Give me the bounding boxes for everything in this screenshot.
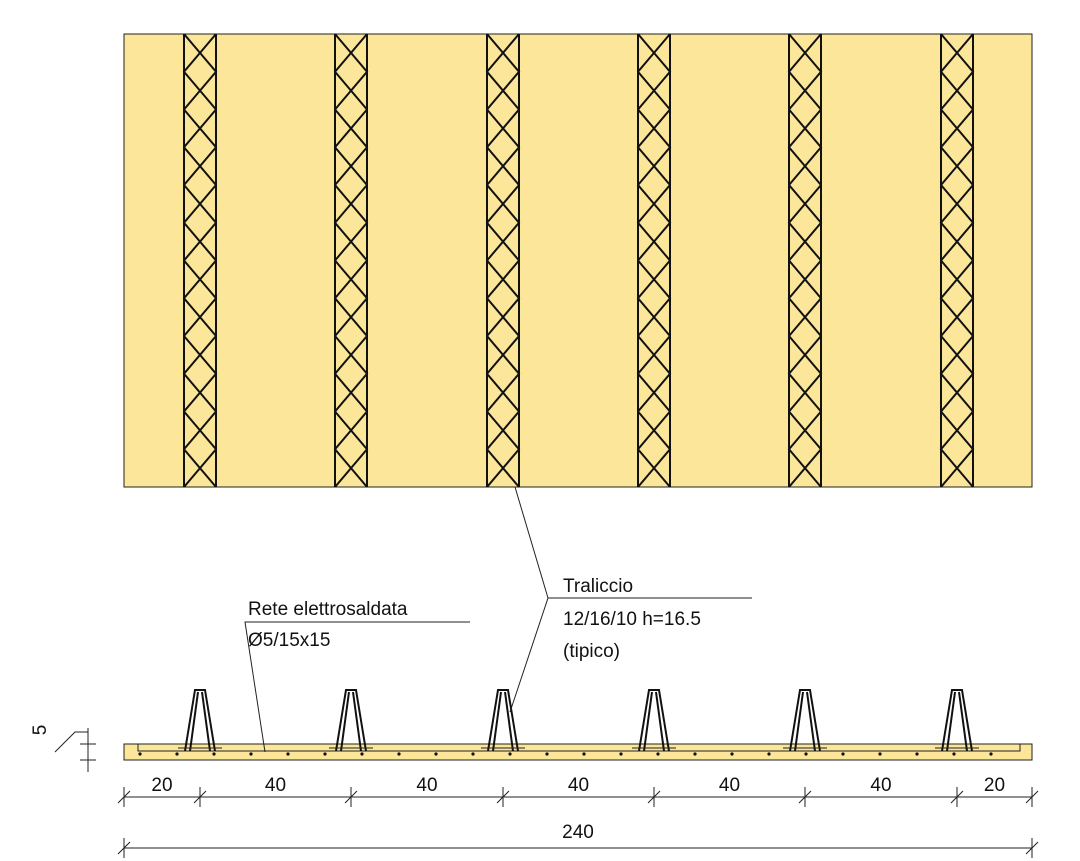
total-label: 240	[562, 822, 594, 843]
slab-plan	[123, 33, 1033, 488]
slab-step	[137, 744, 1021, 752]
truss-title: Traliccio	[563, 576, 633, 597]
slab-section	[123, 743, 1033, 761]
mesh-bar	[138, 752, 142, 756]
truss-note: (tipico)	[563, 641, 620, 662]
dim-label: 40	[265, 775, 286, 796]
mesh-bar	[878, 752, 882, 756]
mesh-bar	[249, 752, 253, 756]
mesh-spec: Ø5/15x15	[248, 630, 330, 651]
dim-tick	[647, 787, 661, 807]
truss-plan	[939, 33, 975, 488]
mesh-bar	[619, 752, 623, 756]
dim-tick	[344, 787, 358, 807]
dim-label: 40	[416, 775, 437, 796]
trusses-section	[138, 689, 993, 756]
thickness-label: 5	[30, 725, 51, 736]
dim-label: 40	[568, 775, 589, 796]
mesh-leader	[244, 621, 470, 753]
mesh-bar	[656, 752, 660, 756]
dim-tick	[798, 787, 812, 807]
dim-label: 20	[151, 775, 172, 796]
truss-section	[941, 689, 973, 752]
dim-tick	[1025, 787, 1039, 807]
mesh-bar	[730, 752, 734, 756]
mesh-bar	[952, 752, 956, 756]
dim-label: 40	[870, 775, 891, 796]
mesh-bar	[804, 752, 808, 756]
mesh-bar	[545, 752, 549, 756]
truss-leader	[509, 486, 752, 713]
dim-tick	[950, 787, 964, 807]
dim-tick	[117, 787, 131, 807]
truss-plan	[333, 33, 369, 488]
truss-section	[789, 689, 821, 752]
truss-plan	[485, 33, 521, 488]
total-dim	[117, 838, 1039, 858]
truss-section	[487, 689, 519, 752]
mesh-bar	[693, 752, 697, 756]
mesh-bar	[360, 752, 364, 756]
mesh-bar	[989, 752, 993, 756]
trusses-plan	[182, 33, 975, 488]
truss-section	[184, 689, 216, 752]
mesh-bar	[286, 752, 290, 756]
truss-plan	[636, 33, 672, 488]
mesh-title: Rete elettrosaldata	[248, 599, 408, 620]
mesh-bar	[767, 752, 771, 756]
mesh-bar	[471, 752, 475, 756]
dim-label: 40	[719, 775, 740, 796]
mesh-bar	[434, 752, 438, 756]
dim-tick	[496, 787, 510, 807]
truss-section	[638, 689, 670, 752]
mesh-bar	[397, 752, 401, 756]
mesh-bar	[175, 752, 179, 756]
mesh-bar	[212, 752, 216, 756]
dimensions: 20 40 40 40 40 40 20	[117, 775, 1039, 807]
mesh-bar	[582, 752, 586, 756]
dim-label: 20	[984, 775, 1005, 796]
truss-plan	[787, 33, 823, 488]
truss-spec: 12/16/10 h=16.5	[563, 609, 701, 630]
truss-plan	[182, 33, 218, 488]
dim-tick	[193, 787, 207, 807]
mesh-bar	[841, 752, 845, 756]
mesh-bar	[508, 752, 512, 756]
mesh-bar	[323, 752, 327, 756]
thickness-dim	[54, 728, 96, 772]
mesh-bar	[915, 752, 919, 756]
truss-section	[335, 689, 367, 752]
